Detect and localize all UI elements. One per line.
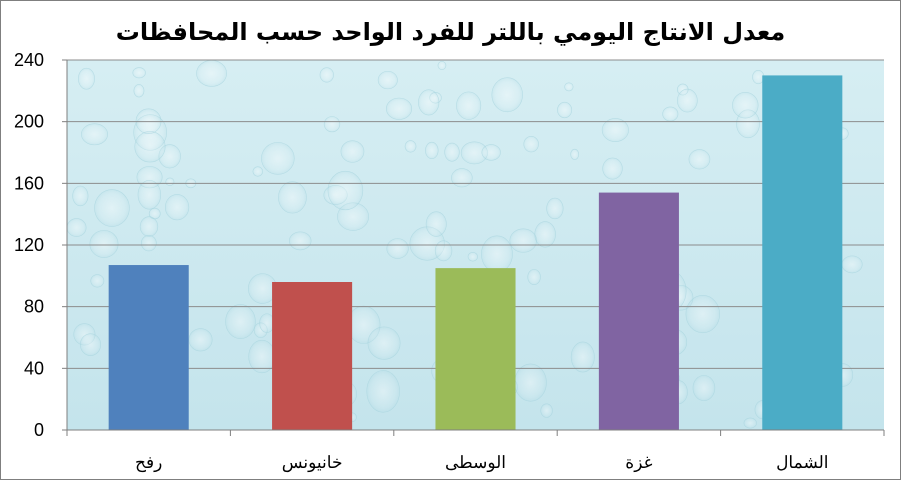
water-drop xyxy=(404,140,417,153)
water-drop xyxy=(164,194,190,221)
bar xyxy=(762,75,843,431)
x-tick-labels: رفح خانيونس الوسطى غزة الشمال xyxy=(135,453,828,473)
water-drop xyxy=(841,255,863,274)
water-drop xyxy=(165,177,175,187)
water-drop xyxy=(692,375,716,401)
water-drop xyxy=(418,89,440,116)
water-drop xyxy=(261,142,295,175)
water-drop xyxy=(188,328,213,352)
y-tick-label: 200 xyxy=(14,112,44,132)
water-drop xyxy=(509,228,537,253)
chart-title: معدل الانتاج اليومي باللتر للفرد الواحد … xyxy=(115,18,786,46)
water-drop xyxy=(319,67,334,83)
axes xyxy=(66,60,885,436)
y-tick-labels: 0 40 80 120 160 200 240 xyxy=(14,50,44,440)
water-drop xyxy=(377,70,398,90)
water-drop xyxy=(278,181,307,214)
water-drop xyxy=(481,235,513,273)
water-drop xyxy=(602,157,623,180)
y-tick-label: 120 xyxy=(14,235,44,255)
water-drop xyxy=(340,140,365,163)
water-drop xyxy=(546,197,564,220)
bars xyxy=(108,75,843,431)
water-drop xyxy=(66,218,87,237)
water-drop xyxy=(523,136,539,153)
water-drop xyxy=(557,101,573,119)
water-drop xyxy=(425,211,447,237)
water-drop xyxy=(570,148,580,160)
water-drop xyxy=(94,189,130,227)
water-drop xyxy=(425,141,439,160)
water-drop xyxy=(385,97,413,120)
water-drop xyxy=(196,60,227,87)
water-drop xyxy=(225,304,256,339)
water-drop xyxy=(90,274,105,288)
water-drop xyxy=(662,106,679,122)
water-drop xyxy=(252,166,263,177)
water-drop xyxy=(514,363,547,402)
y-tick-label: 240 xyxy=(14,50,44,70)
water-drop xyxy=(491,77,523,113)
water-drop xyxy=(323,116,341,133)
water-drop xyxy=(367,326,401,360)
water-drop xyxy=(570,341,595,373)
water-drop xyxy=(732,92,759,119)
water-drop xyxy=(437,61,447,70)
water-drop xyxy=(451,168,473,188)
y-tick-label: 0 xyxy=(34,420,44,440)
water-drop xyxy=(133,84,145,98)
water-drop xyxy=(688,149,711,170)
x-tick-label: الشمال xyxy=(776,453,828,473)
water-drop xyxy=(534,221,556,248)
water-drop xyxy=(481,144,501,161)
water-drop xyxy=(139,216,159,237)
water-drop xyxy=(80,333,102,356)
y-tick-label: 40 xyxy=(24,358,44,378)
x-tick-label: غزة xyxy=(625,453,652,473)
water-drop xyxy=(601,118,629,142)
water-drop xyxy=(456,91,482,120)
bar xyxy=(272,282,353,430)
water-drop xyxy=(527,269,541,285)
water-drop xyxy=(564,82,574,92)
water-drop xyxy=(386,238,409,259)
water-drop xyxy=(677,88,698,113)
water-drop xyxy=(289,231,312,251)
water-drop xyxy=(89,230,119,258)
bar xyxy=(598,192,679,430)
water-drop xyxy=(81,123,108,146)
water-drop xyxy=(743,417,757,429)
water-drop xyxy=(327,170,364,211)
bar xyxy=(435,268,516,430)
water-drop xyxy=(134,131,166,163)
water-drop xyxy=(137,179,162,210)
water-drop xyxy=(132,67,146,79)
bar xyxy=(108,265,189,430)
water-drop xyxy=(366,370,400,413)
y-tick-label: 80 xyxy=(24,297,44,317)
water-drop xyxy=(434,240,453,262)
water-drop xyxy=(78,67,95,90)
water-drop xyxy=(140,235,157,252)
water-drop xyxy=(467,252,478,262)
water-drop xyxy=(540,403,553,418)
water-drop xyxy=(685,295,720,334)
water-drop xyxy=(72,185,89,207)
y-tick-label: 160 xyxy=(14,173,44,193)
water-drop xyxy=(444,142,460,162)
x-tick-label: الوسطى xyxy=(445,453,506,473)
x-tick-label: رفح xyxy=(135,453,162,473)
x-tick-label: خانيونس xyxy=(282,453,343,473)
